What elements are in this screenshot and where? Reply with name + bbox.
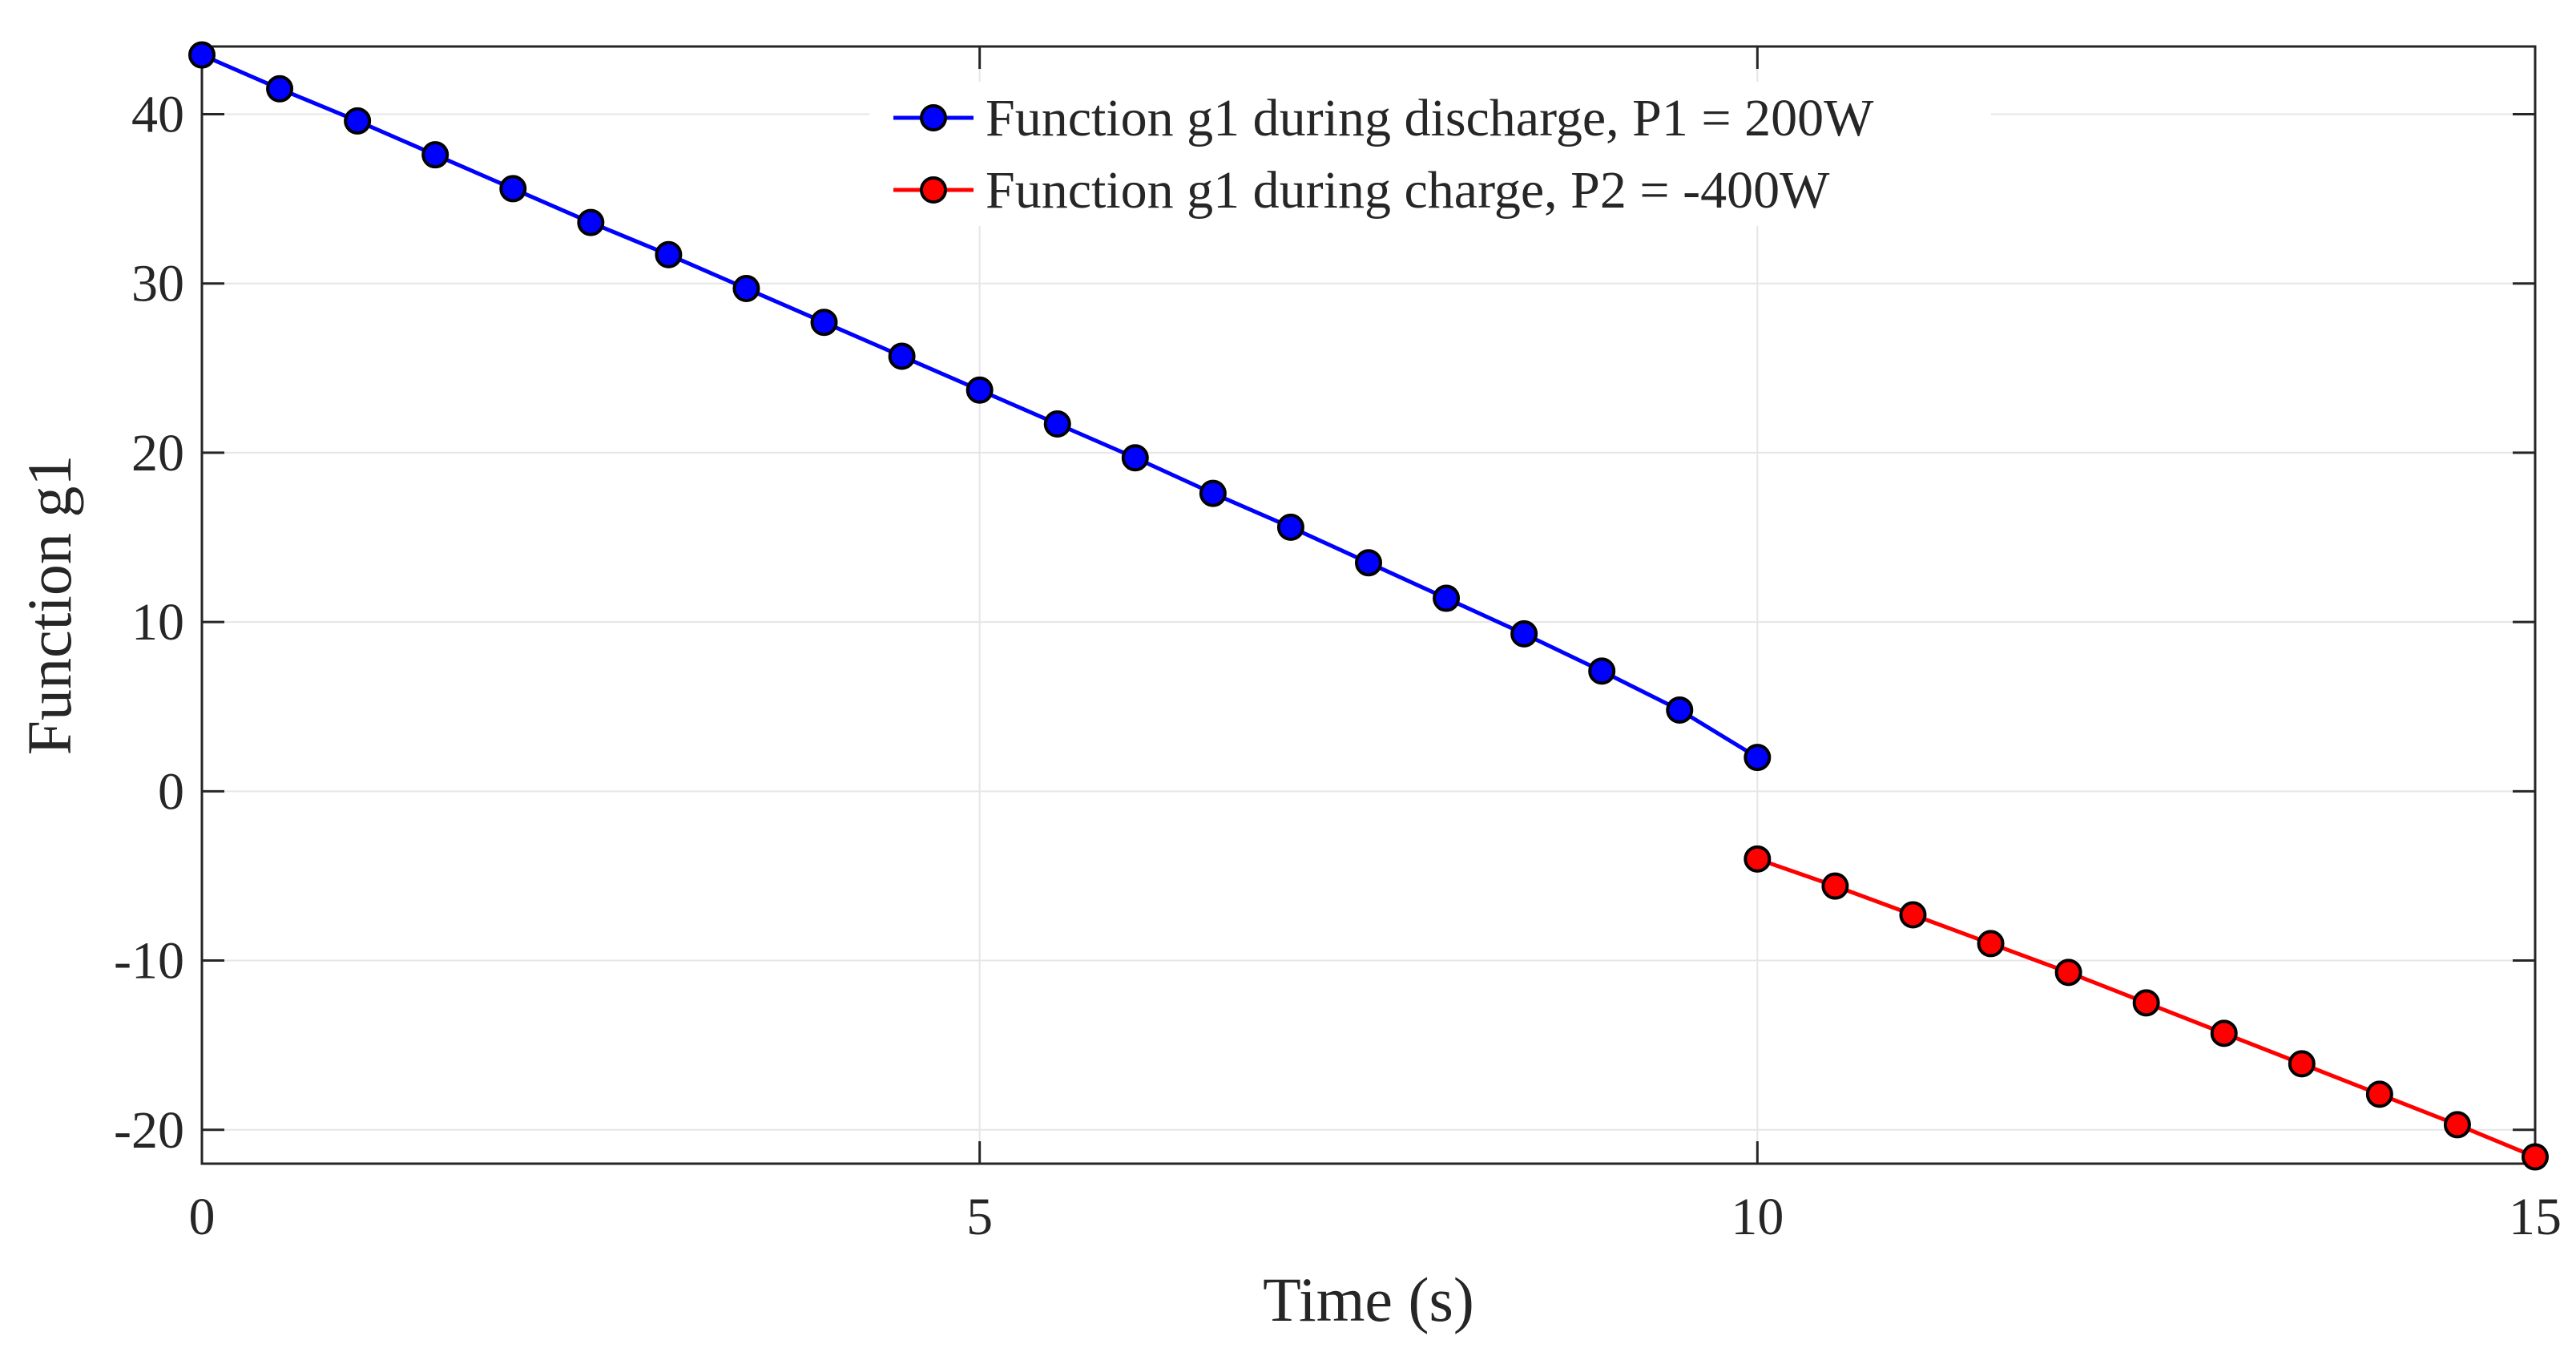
data-point: [965, 376, 994, 404]
data-point: [1666, 696, 1694, 724]
y-tick-label: 40: [131, 85, 184, 143]
series-layer: [188, 41, 2549, 1171]
data-point: [1043, 410, 1071, 438]
data-point: [2132, 989, 2160, 1017]
y-tick-label: 30: [131, 255, 184, 313]
data-point: [655, 240, 683, 268]
data-point: [1510, 619, 1538, 648]
x-tick-label: 10: [1731, 1188, 1784, 1246]
legend-label: Function g1 during discharge, P1 = 200W: [986, 89, 1874, 147]
data-point: [1199, 479, 1227, 507]
data-point: [499, 175, 527, 203]
y-tick-label: 0: [158, 762, 184, 821]
data-point: [1977, 930, 2005, 958]
data-point: [2365, 1080, 2393, 1108]
data-point: [1355, 549, 1382, 577]
y-tick-label: 10: [131, 593, 184, 652]
legend-box: [869, 82, 1991, 226]
y-tick-label: 20: [131, 424, 184, 482]
data-point: [810, 309, 838, 337]
data-point: [2443, 1111, 2471, 1139]
axis-ticks: 0 5 10 15 -20 -10 0 10 20 30 40: [114, 46, 2562, 1246]
data-point: [1744, 845, 1772, 873]
x-tick-label: 15: [2509, 1188, 2562, 1246]
data-point: [1276, 513, 1304, 541]
data-point: [1121, 444, 1149, 472]
data-point: [2054, 959, 2082, 987]
y-tick-label: -20: [114, 1101, 184, 1160]
data-point: [2288, 1050, 2316, 1078]
data-point: [888, 342, 916, 370]
data-point: [421, 141, 449, 169]
data-point: [1744, 744, 1772, 772]
series-1: [188, 41, 1772, 772]
x-tick-label: 0: [189, 1188, 216, 1246]
data-point: [1821, 872, 1849, 900]
y-tick-label: -10: [114, 932, 184, 991]
legend-label: Function g1 during charge, P2 = -400W: [986, 161, 1830, 220]
series-2: [1744, 845, 2549, 1171]
legend-marker: [920, 104, 947, 131]
data-point: [2522, 1143, 2549, 1171]
data-point: [577, 208, 605, 236]
x-axis-label: Time (s): [1263, 1265, 1474, 1334]
data-point: [732, 275, 760, 303]
data-point: [1899, 901, 1927, 929]
y-axis-label: Function g1: [14, 455, 84, 756]
data-point: [2210, 1019, 2238, 1047]
data-point: [266, 75, 294, 103]
legend: Function g1 during discharge, P1 = 200W F…: [869, 82, 1991, 226]
data-point: [344, 107, 372, 135]
data-point: [188, 41, 216, 69]
x-tick-label: 5: [966, 1188, 993, 1246]
data-point: [1588, 657, 1616, 685]
plot-frame: [200, 45, 2537, 1165]
legend-marker: [920, 176, 947, 204]
data-point: [1433, 584, 1461, 612]
